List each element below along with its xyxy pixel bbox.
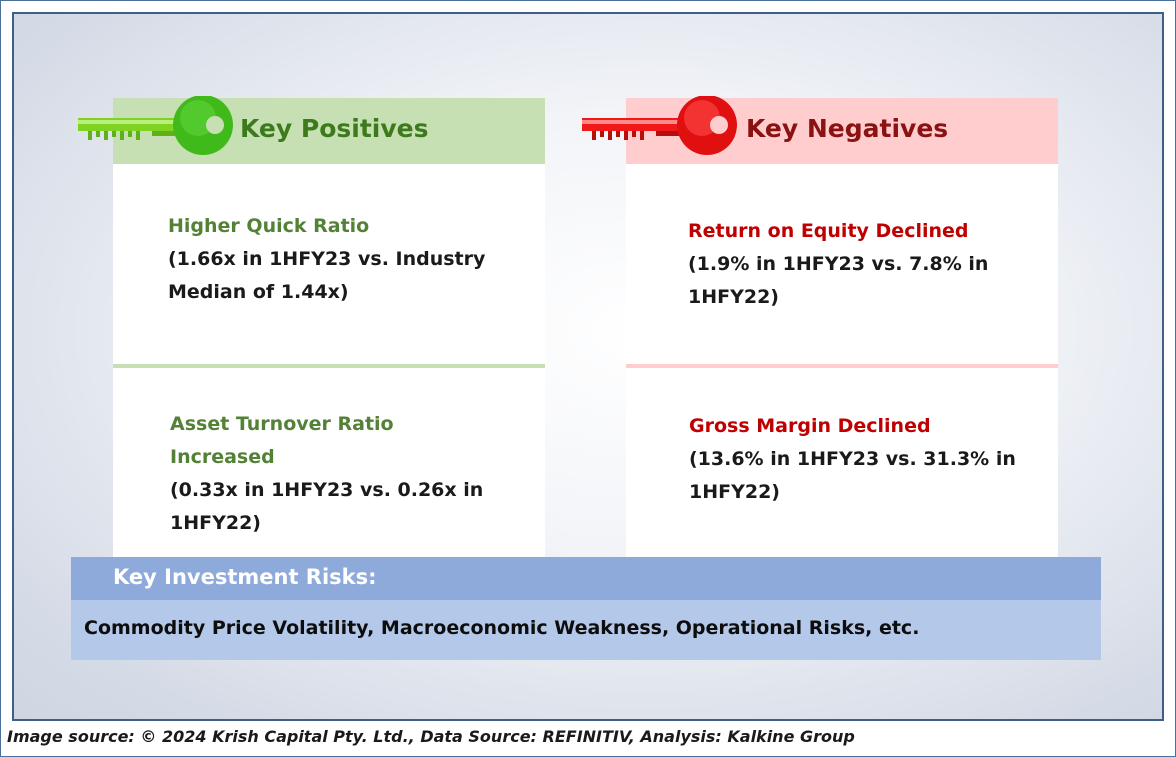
positive-item-detail: 1HFY22) <box>170 512 261 534</box>
negative-item-title: Return on Equity Declined <box>688 220 969 242</box>
positive-item-title: Increased <box>170 446 275 468</box>
negative-item-title: Gross Margin Declined <box>689 415 931 437</box>
red-key-icon <box>582 96 737 155</box>
negative-item-detail: (13.6% in 1HFY23 vs. 31.3% in <box>689 448 1016 470</box>
image-source-caption: Image source: © 2024 Krish Capital Pty. … <box>7 727 855 746</box>
summary-panel: Key Positives Higher Quick Ratio (1.66x … <box>12 12 1164 721</box>
green-key-icon <box>78 96 233 155</box>
positive-item: Asset Turnover Ratio Increased (0.33x in… <box>170 408 483 540</box>
key-investment-risks-heading: Key Investment Risks: <box>113 565 377 589</box>
key-negatives-title: Key Negatives <box>746 114 949 143</box>
negative-item-detail: 1HFY22) <box>688 286 779 308</box>
positive-item-title: Asset Turnover Ratio <box>170 413 394 435</box>
positive-item-detail: Median of 1.44x) <box>168 281 349 303</box>
positive-item-detail: (0.33x in 1HFY23 vs. 0.26x in <box>170 479 484 501</box>
key-positives-card: Key Positives Higher Quick Ratio (1.66x … <box>113 98 545 558</box>
negative-item-detail: (1.9% in 1HFY23 vs. 7.8% in <box>688 253 989 275</box>
negative-item-detail: 1HFY22) <box>689 481 780 503</box>
negatives-divider <box>626 364 1058 368</box>
positive-item: Higher Quick Ratio (1.66x in 1HFY23 vs. … <box>168 210 485 309</box>
key-investment-risks-text: Commodity Price Volatility, Macroeconomi… <box>84 617 920 639</box>
key-investment-risks-header: Key Investment Risks: <box>71 557 1101 600</box>
negative-item: Return on Equity Declined (1.9% in 1HFY2… <box>688 215 988 314</box>
key-positives-title: Key Positives <box>240 114 429 143</box>
positive-item-detail: (1.66x in 1HFY23 vs. Industry <box>168 248 486 270</box>
positive-item-title: Higher Quick Ratio <box>168 215 370 237</box>
positives-divider <box>113 364 545 368</box>
key-investment-risks-body: Commodity Price Volatility, Macroeconomi… <box>71 600 1101 660</box>
key-negatives-card: Key Negatives Return on Equity Declined … <box>626 98 1058 558</box>
negative-item: Gross Margin Declined (13.6% in 1HFY23 v… <box>689 410 1016 509</box>
